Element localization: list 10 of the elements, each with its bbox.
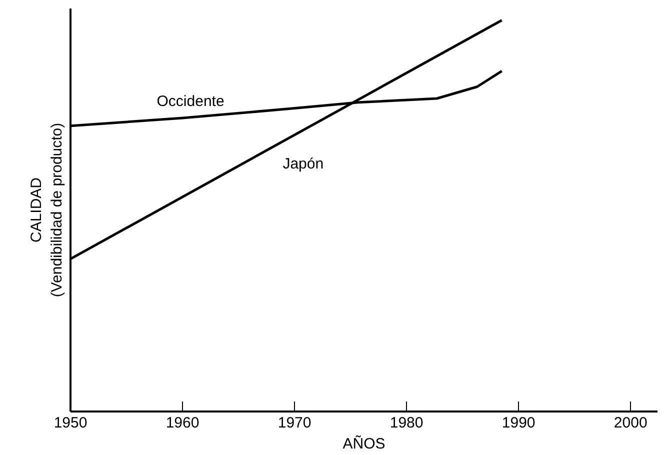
x-tick-label: 1980 <box>390 414 424 432</box>
series-label: Occidente <box>156 93 224 110</box>
x-tick-label: 1960 <box>166 414 200 432</box>
x-tick-label: 1950 <box>54 414 88 432</box>
y-axis-title: CALIDAD (Vendibilidad de producto) <box>28 122 66 298</box>
series-label: Japón <box>282 156 324 173</box>
x-tick-label: 1990 <box>502 414 536 432</box>
x-tick-label: 2000 <box>614 414 648 432</box>
x-tick-label: 1970 <box>278 414 312 432</box>
x-axis-title: AÑOS <box>342 434 386 452</box>
